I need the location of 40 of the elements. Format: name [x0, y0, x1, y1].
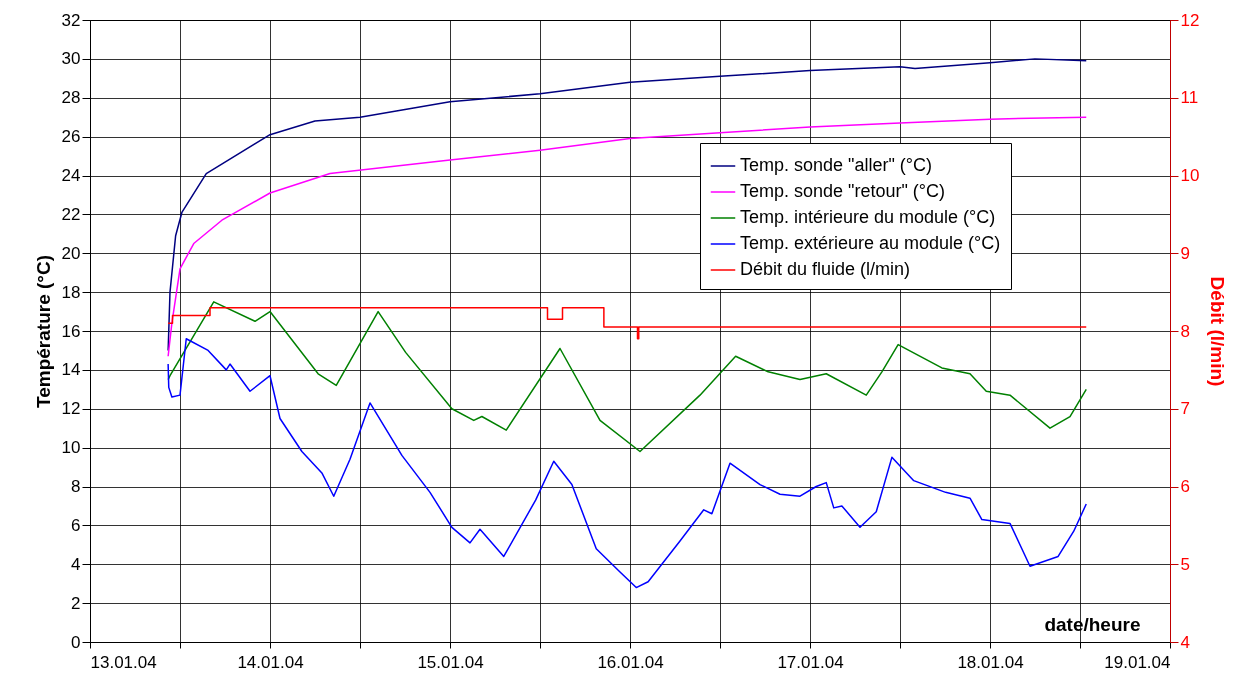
y2-tick-label: 6 — [1180, 477, 1190, 496]
y2-tick-label: 10 — [1180, 166, 1200, 185]
y-tick-label: 20 — [61, 243, 81, 263]
y-tick-label: 4 — [71, 554, 81, 574]
y-tick-label: 6 — [71, 515, 81, 535]
y2-tick-label: 5 — [1180, 554, 1190, 574]
x-tick-label: 15.01.04 — [417, 652, 484, 672]
y-tick-label: 14 — [61, 360, 81, 380]
x-tick-label: 13.01.04 — [90, 652, 157, 672]
y-tick-label: 28 — [61, 88, 81, 108]
y-tick-label: 0 — [71, 632, 81, 652]
x-tick-label: 14.01.04 — [237, 652, 304, 672]
y-tick-label: 22 — [61, 204, 81, 224]
x-tick-label: 19.01.04 — [1104, 652, 1171, 672]
y2-tick-label: 9 — [1180, 243, 1190, 263]
y2-tick-label: 12 — [1180, 10, 1200, 30]
y2-tick-label: 8 — [1180, 321, 1190, 341]
legend-label: Temp. sonde "aller" (°C) — [740, 155, 933, 175]
y2-tick-label: 4 — [1180, 632, 1190, 652]
y2-tick-label: 7 — [1180, 399, 1190, 419]
y-tick-label: 16 — [61, 321, 81, 341]
legend-label: Temp. extérieure au module (°C) — [740, 233, 1001, 253]
x-tick-label: 17.01.04 — [777, 652, 844, 672]
y-tick-label: 10 — [61, 438, 81, 458]
y2-tick-label: 11 — [1180, 88, 1199, 108]
y-tick-label: 8 — [71, 477, 81, 496]
y-tick-label: 12 — [61, 399, 81, 419]
y-tick-label: 18 — [61, 282, 81, 302]
y-tick-label: 2 — [71, 593, 81, 613]
y-tick-label: 30 — [61, 49, 81, 69]
x-tick-label: 18.01.04 — [957, 652, 1024, 672]
x-tick-label: 16.01.04 — [597, 652, 664, 672]
legend-label: Temp. sonde "retour" (°C) — [740, 181, 946, 201]
legend-label: Débit du fluide (l/min) — [740, 259, 911, 279]
y2-axis-title: Débit (l/min) — [1207, 276, 1229, 387]
y-tick-label: 24 — [61, 166, 81, 185]
y-tick-label: 26 — [61, 127, 81, 147]
y-axis-title: Température (°C) — [32, 255, 54, 408]
y-tick-label: 32 — [61, 10, 81, 30]
legend-label: Temp. intérieure du module (°C) — [740, 207, 996, 227]
